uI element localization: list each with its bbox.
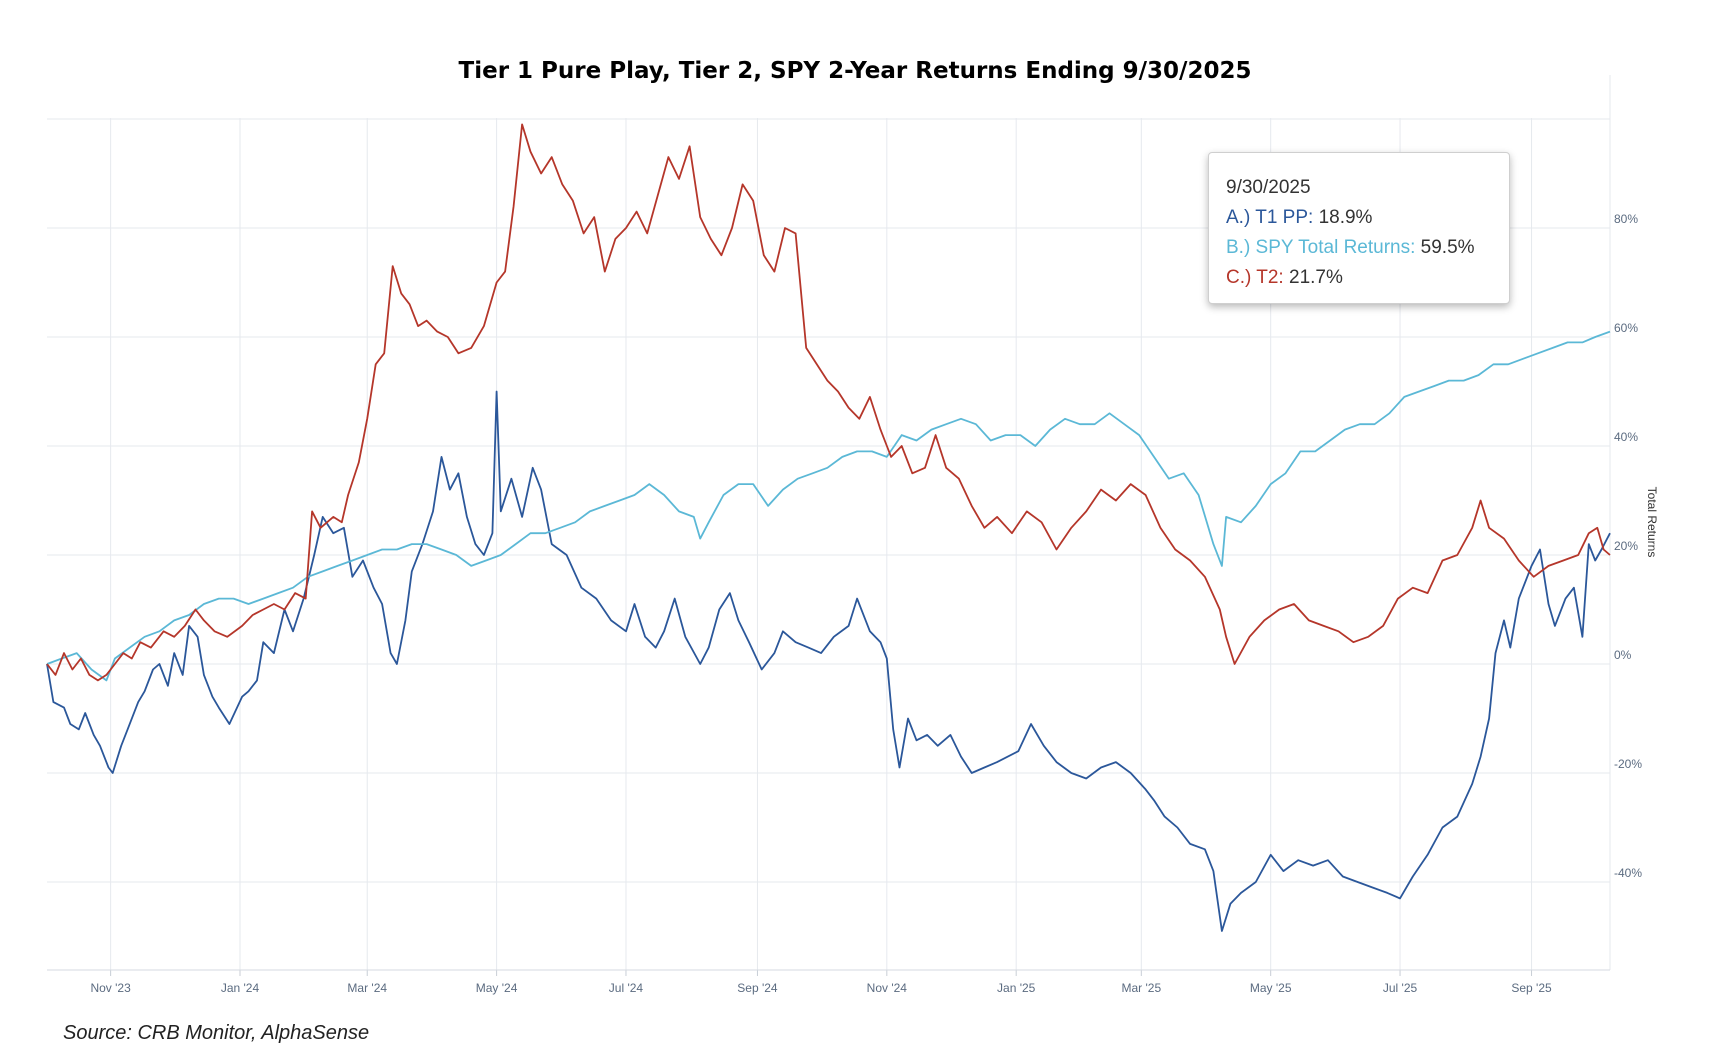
tooltip-label-t1: A.) T1 PP: <box>1226 207 1314 228</box>
y-tick-label: 40% <box>1614 430 1638 444</box>
series-line-t2 <box>46 123 1611 682</box>
x-tick-label: Jul '25 <box>1383 981 1418 995</box>
x-tick-label: May '24 <box>476 981 518 995</box>
series-lines <box>46 123 1611 932</box>
tooltip-date: 9/30/2025 <box>1226 177 1311 198</box>
x-tick-label: Nov '24 <box>867 981 908 995</box>
source-note: Source: CRB Monitor, AlphaSense <box>63 1022 370 1044</box>
x-tick-label: Sep '25 <box>1511 981 1552 995</box>
series-line-spy <box>46 330 1611 682</box>
y-tick-label: -20% <box>1614 757 1642 771</box>
tooltip-value-t1: 18.9% <box>1318 207 1373 228</box>
x-axis: Nov '23 Jan '24 Mar '24 May '24 Jul '24 Sep '… <box>47 969 1610 995</box>
tooltip-value-t2: 21.7% <box>1289 267 1343 288</box>
tooltip-label-spy: B.) SPY Total Returns: <box>1226 237 1416 258</box>
chart-title: Tier 1 Pure Play, Tier 2, SPY 2-Year Ret… <box>458 58 1252 84</box>
y-axis-title: Total Returns <box>1645 487 1659 558</box>
x-tick-label: Sep '24 <box>737 981 778 995</box>
x-tick-label: Jan '25 <box>997 981 1036 995</box>
y-tick-label: 0% <box>1614 648 1632 662</box>
x-tick-label: Jul '24 <box>609 981 644 995</box>
tooltip-row-spy: B.) SPY Total Returns: 59.5% <box>1226 233 1509 263</box>
tooltip-row-t1: A.) T1 PP: 18.9% <box>1226 203 1509 233</box>
y-tick-label: -40% <box>1614 866 1642 880</box>
y-tick-label: 20% <box>1614 539 1638 553</box>
x-tick-label: Mar '25 <box>1121 981 1161 995</box>
x-tick-label: Mar '24 <box>347 981 387 995</box>
series-line-t1-pp <box>46 390 1611 932</box>
tooltip: 9/30/2025 A.) T1 PP: 18.9% B.) SPY Total… <box>1208 152 1510 304</box>
x-tick-label: Nov '23 <box>90 981 131 995</box>
x-tick-label: Jan '24 <box>221 981 260 995</box>
tooltip-value-spy: 59.5% <box>1420 237 1475 258</box>
x-tick-label: May '25 <box>1250 981 1292 995</box>
y-tick-label: 80% <box>1614 212 1638 226</box>
tooltip-label-t2: C.) T2: <box>1226 267 1284 288</box>
x-gridlines <box>110 75 1611 970</box>
tooltip-row-t2: C.) T2: 21.7% <box>1226 263 1509 293</box>
y-tick-label: 60% <box>1614 321 1638 335</box>
y-axis: -40% -20% 0% 20% 40% 60% 80% <box>1614 212 1642 880</box>
